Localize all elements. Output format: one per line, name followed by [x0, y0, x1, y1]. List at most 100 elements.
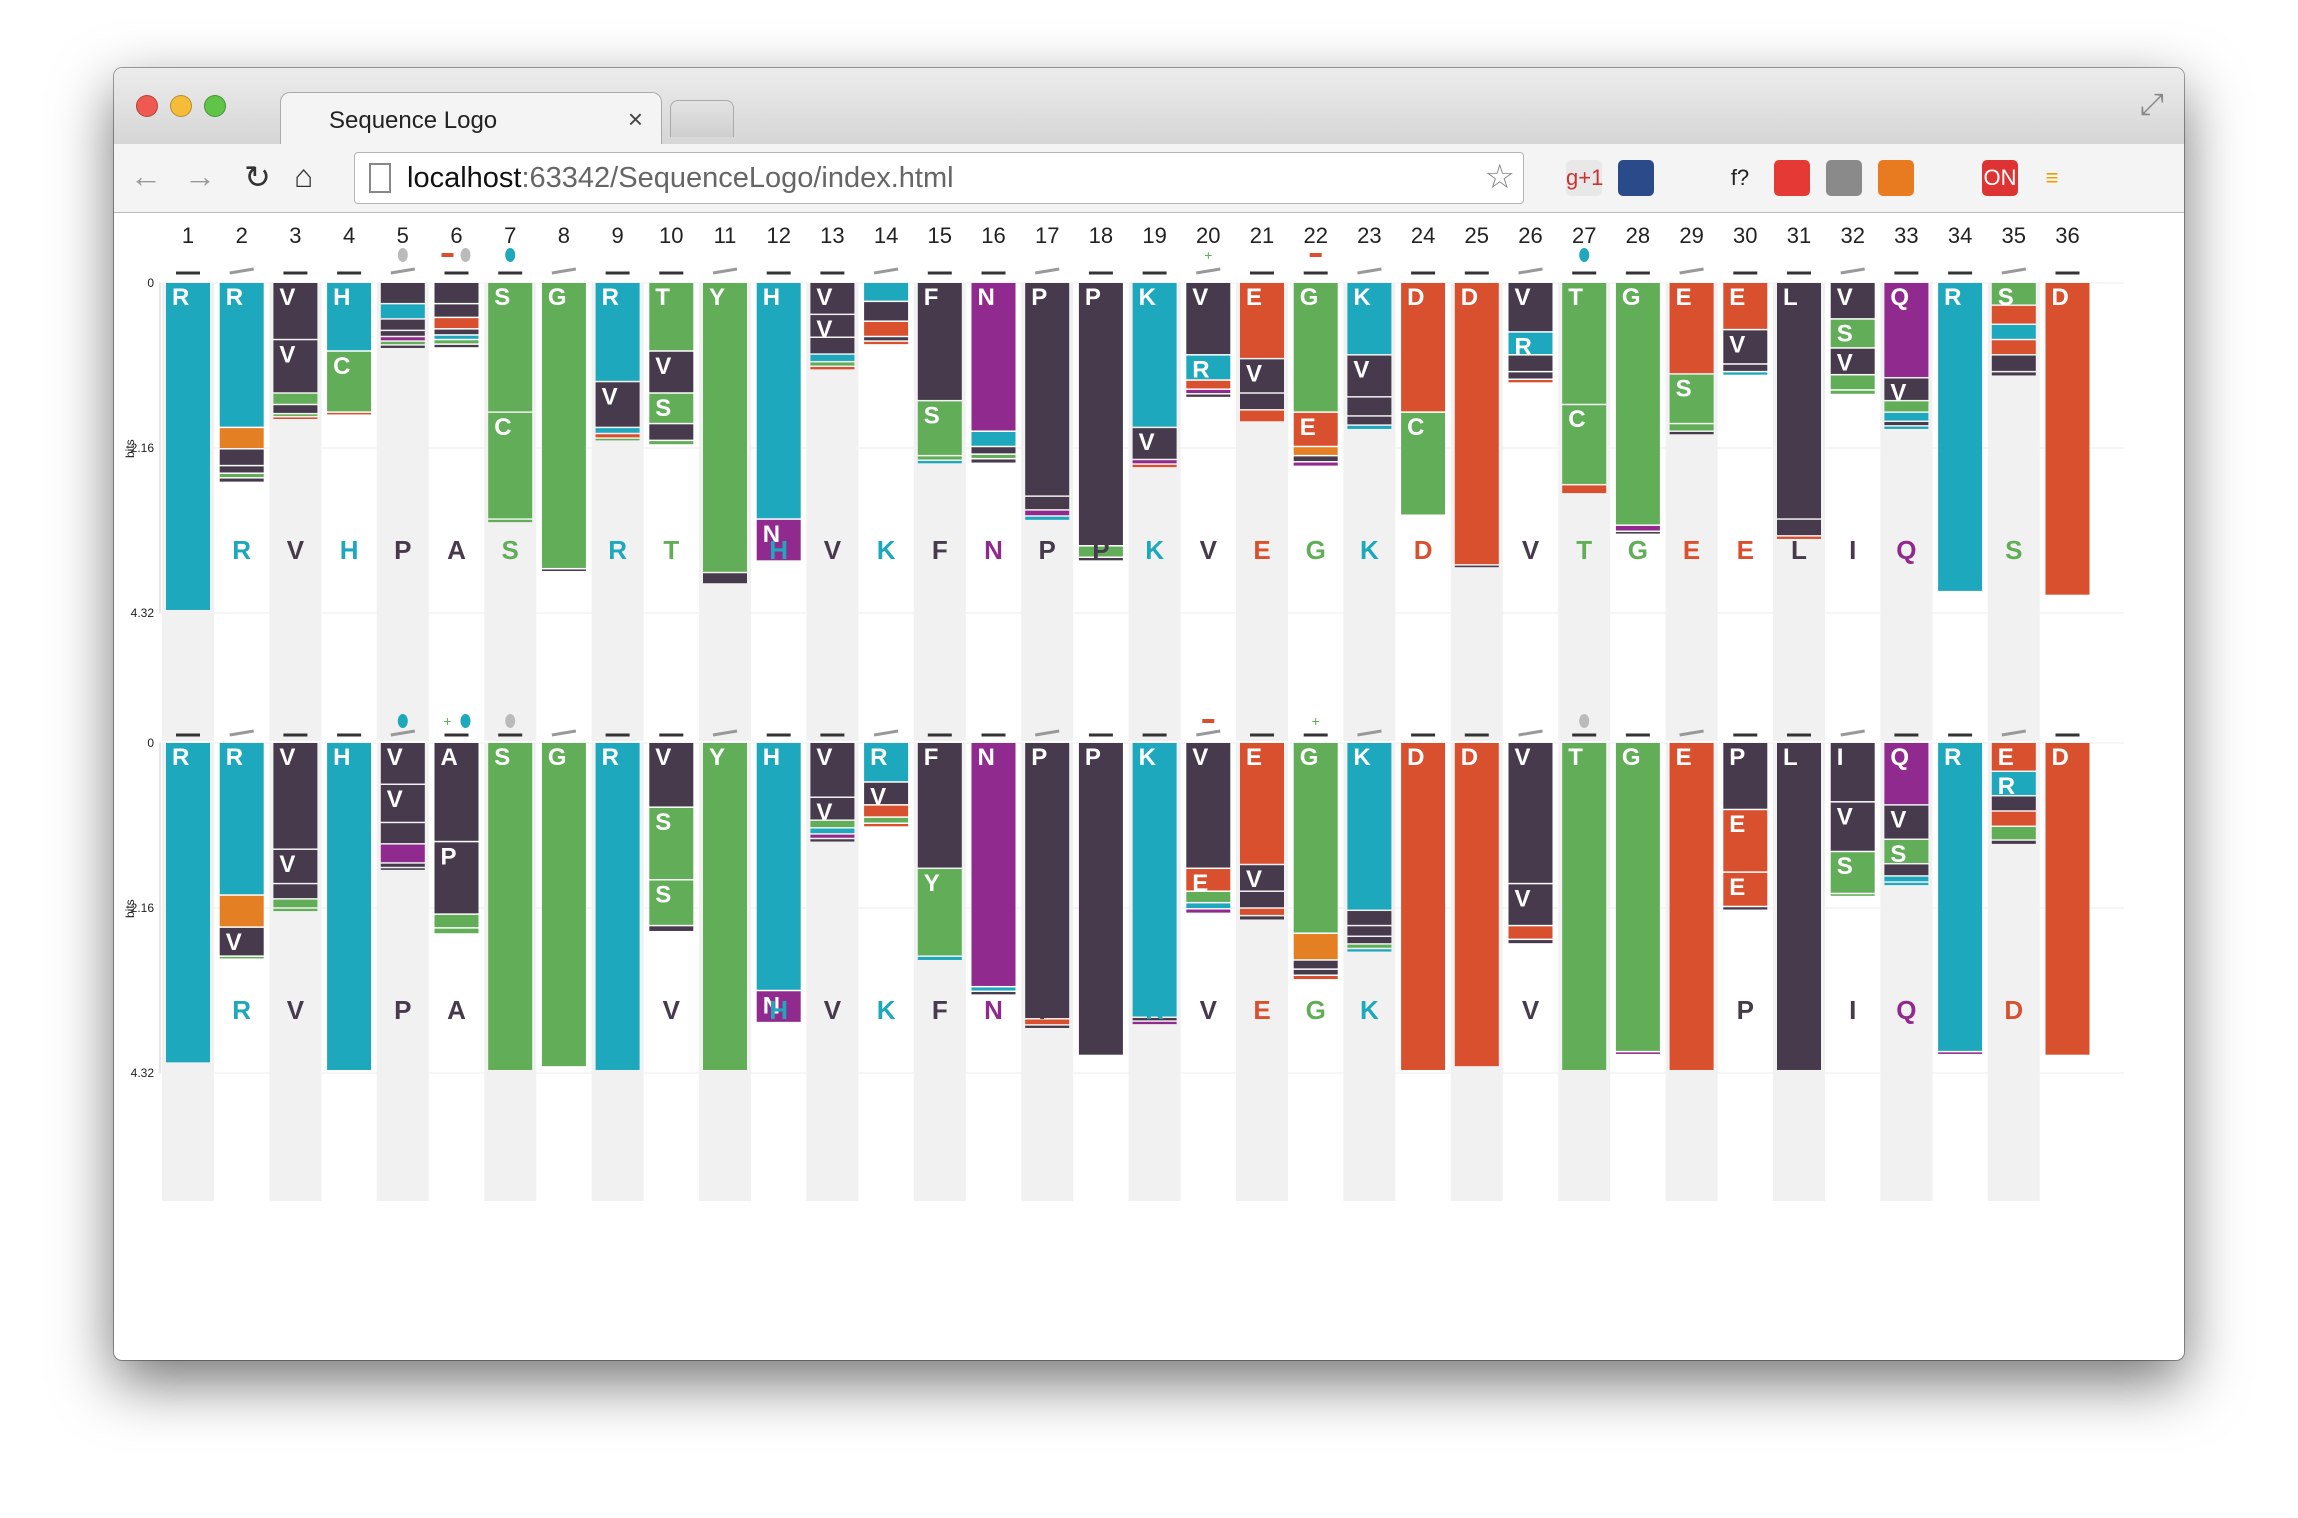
logo-segment	[1132, 283, 1177, 427]
logo-segment	[917, 401, 962, 455]
y-tick-label: 2.16	[131, 901, 155, 915]
circle-icon[interactable]	[1878, 160, 1914, 196]
logo-segment	[219, 283, 264, 427]
segment-letter: R	[870, 744, 887, 771]
position-number: 7	[504, 223, 516, 248]
logo-segment	[649, 880, 694, 925]
minimize-window-button[interactable]	[170, 95, 192, 117]
segment-letter: V	[1353, 357, 1369, 384]
logo-segment	[971, 743, 1016, 986]
consensus-letter: V	[1200, 535, 1218, 565]
new-tab-button[interactable]	[670, 100, 734, 137]
home-button[interactable]: ⌂	[294, 158, 313, 195]
close-tab-icon[interactable]: ×	[627, 104, 643, 134]
segment-letter: V	[816, 284, 832, 311]
fx-icon[interactable]: f?	[1722, 160, 1758, 196]
logo-segment	[1884, 378, 1929, 400]
logo-segment	[380, 341, 425, 345]
segment-letter: K	[1139, 744, 1157, 771]
url-text[interactable]: localhost:63342/SequenceLogo/index.html	[407, 162, 954, 194]
logo-segment	[649, 283, 694, 351]
logo-segment	[380, 743, 425, 784]
cast-icon[interactable]	[1930, 160, 1966, 196]
logo-segment	[1078, 546, 1123, 557]
consensus-letter: V	[1522, 535, 1540, 565]
back-button[interactable]: ←	[130, 158, 162, 195]
position-number: 16	[981, 223, 1005, 248]
segment-letter: P	[1085, 744, 1101, 771]
consensus-letter: A	[447, 535, 466, 565]
segment-letter: E	[1300, 414, 1316, 441]
minus-icon	[441, 253, 454, 257]
logo-segment	[1240, 393, 1284, 410]
fullscreen-icon[interactable]: ⤢	[2140, 88, 2164, 121]
drop-icon	[1579, 248, 1590, 262]
consensus-letter: G	[1628, 535, 1648, 565]
logo-segment	[917, 460, 962, 464]
logo-segment	[595, 438, 640, 441]
position-number: 12	[766, 223, 790, 248]
bird-icon[interactable]	[1670, 160, 1706, 196]
logo-segment	[810, 362, 855, 366]
logo-segment	[1293, 412, 1338, 446]
logo-segment	[273, 884, 318, 899]
logo-segment	[810, 839, 855, 842]
tab-sequence-logo[interactable]: Sequence Logo ×	[280, 92, 662, 147]
consensus-letter: I	[1849, 535, 1856, 565]
logo-segment	[1347, 425, 1392, 429]
logo-segment	[1347, 283, 1392, 355]
position-marker	[2001, 729, 2027, 737]
segment-letter: E	[1246, 744, 1262, 771]
consensus-letter: R	[608, 535, 627, 565]
forward-button[interactable]: →	[184, 158, 216, 195]
map-icon[interactable]	[1618, 160, 1654, 196]
position-number: 8	[558, 223, 570, 248]
consensus-letter: S	[2005, 535, 2022, 565]
segment-letter: V	[655, 744, 671, 771]
eyedropper-icon[interactable]	[1826, 160, 1862, 196]
position-marker	[1196, 729, 1221, 737]
on-icon[interactable]: ON	[1982, 160, 2018, 196]
logo-segment	[380, 844, 425, 863]
consensus-letter: P	[1039, 995, 1056, 1025]
logo-segment	[1723, 364, 1768, 371]
close-window-button[interactable]	[136, 95, 158, 117]
position-number: 10	[659, 223, 683, 248]
segment-letter: N	[978, 744, 995, 771]
menu-icon[interactable]: ≡	[2034, 160, 2070, 196]
logo-segment	[219, 473, 264, 478]
consensus-letter: L	[1791, 535, 1807, 565]
logo-segment	[1615, 532, 1660, 534]
logo-segment	[1884, 840, 1929, 863]
address-bar[interactable]: localhost:63342/SequenceLogo/index.html …	[354, 152, 1524, 204]
position-number: 36	[2055, 223, 2079, 248]
reload-button[interactable]: ↻	[244, 158, 271, 196]
segment-letter: R	[602, 744, 619, 771]
segment-letter: Y	[709, 744, 725, 771]
logo-segment	[1615, 743, 1660, 1051]
stop-hand-icon[interactable]	[1774, 160, 1810, 196]
logo-segment	[1186, 909, 1231, 913]
column-background	[1236, 283, 1288, 741]
gplus-icon[interactable]: g+1	[1566, 160, 1603, 196]
logo-segment	[1884, 805, 1929, 839]
logo-segment	[434, 329, 479, 335]
segment-letter: I	[1837, 744, 1844, 771]
logo-segment	[1347, 926, 1392, 936]
segment-letter: R	[1515, 334, 1532, 361]
logo-segment	[1777, 519, 1821, 536]
bookmark-star-icon[interactable]: ☆	[1484, 158, 1515, 196]
consensus-letter: R	[232, 535, 251, 565]
segment-letter: R	[1944, 284, 1961, 311]
consensus-letter: V	[1200, 995, 1218, 1025]
logo-segment	[864, 805, 909, 817]
segment-letter: V	[1139, 429, 1155, 456]
arrow-left-icon: ←	[130, 158, 162, 194]
position-number: 30	[1733, 223, 1757, 248]
consensus-letter: V	[287, 535, 305, 565]
logo-segment	[1723, 283, 1768, 329]
logo-segment	[1347, 911, 1392, 925]
segment-letter: S	[655, 395, 671, 422]
position-marker	[1034, 267, 1060, 275]
maximize-window-button[interactable]	[204, 95, 226, 117]
